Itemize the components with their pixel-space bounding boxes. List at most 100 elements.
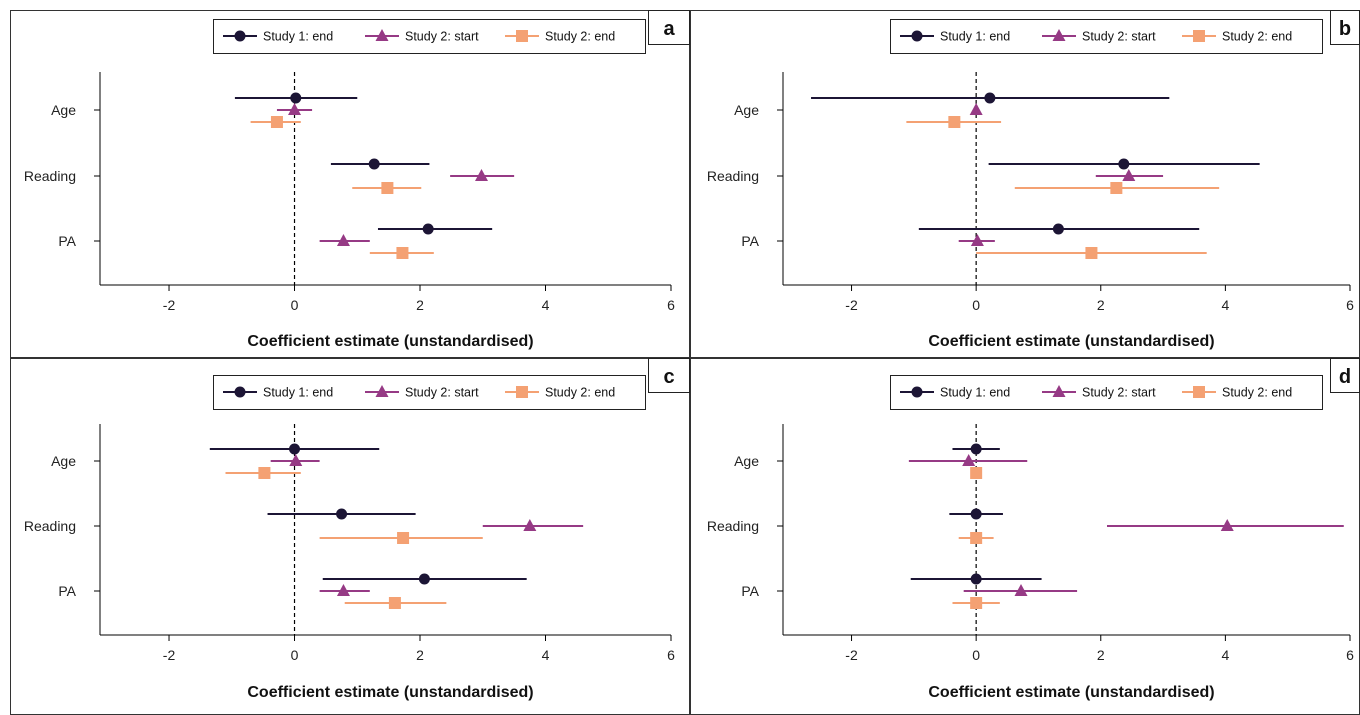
data-point-triangle <box>969 103 983 115</box>
series-study-2-start <box>276 103 515 246</box>
x-tick-label: 0 <box>291 647 299 663</box>
panel-a: -2 0 2 4 6 Age Reading PA Coefficient estimate (… <box>10 10 690 358</box>
series-study-1-end <box>234 92 493 235</box>
legend-entry: Study 1: end <box>223 386 333 400</box>
data-point-square <box>948 116 961 128</box>
panel-letter-box <box>1330 10 1360 45</box>
data-point-triangle <box>1014 584 1028 596</box>
category-label-age: Age <box>734 453 759 469</box>
data-point-square <box>396 247 409 259</box>
category-label-age: Age <box>51 102 76 118</box>
data-point-circle <box>970 443 982 455</box>
data-point-triangle <box>962 454 976 466</box>
x-tick-label: 4 <box>542 297 550 313</box>
series-study-2-end <box>250 116 434 259</box>
x-axis-label: Coefficient estimate (unstandardised) <box>928 333 1214 350</box>
category-label-reading: Reading <box>707 168 759 184</box>
data-point-circle <box>1052 223 1064 235</box>
x-tick-label: 4 <box>1221 647 1229 663</box>
legend-marker-circle <box>234 30 246 42</box>
data-point-circle <box>984 92 996 104</box>
category-label-reading: Reading <box>24 168 76 184</box>
data-point-square <box>397 532 410 544</box>
legend-box <box>213 375 646 410</box>
legend-label: Study 1: end <box>263 30 333 44</box>
panel-letter-box <box>648 10 690 45</box>
legend: Study 1: end Study 2: start Study 2: end <box>213 375 646 410</box>
category-label-age: Age <box>734 102 759 118</box>
panel-letter: d <box>1339 366 1351 388</box>
data-point-square <box>970 597 983 609</box>
category-label-reading: Reading <box>707 518 759 534</box>
data-point-triangle <box>970 234 984 246</box>
legend-entry: Study 1: end <box>900 30 1010 44</box>
data-point-square <box>270 116 283 128</box>
legend-entry: Study 2: start <box>1042 385 1156 400</box>
legend-marker-circle <box>911 386 923 398</box>
data-point-circle <box>970 508 982 520</box>
data-point-square <box>970 532 983 544</box>
legend-label: Study 2: start <box>405 386 479 400</box>
series-study-1-end <box>209 443 527 585</box>
series-study-2-start <box>908 454 1344 596</box>
category-label-pa: PA <box>741 583 759 599</box>
data-point-triangle <box>475 169 489 181</box>
data-point-circle <box>336 508 348 520</box>
legend: Study 1: end Study 2: start Study 2: end <box>890 19 1323 54</box>
category-label-age: Age <box>51 453 76 469</box>
legend-entry: Study 2: start <box>365 385 479 400</box>
legend-label: Study 2: end <box>1222 30 1292 44</box>
data-point-circle <box>289 443 301 455</box>
legend-marker-triangle <box>375 385 389 397</box>
legend: Study 1: end Study 2: start Study 2: end <box>890 375 1323 410</box>
x-axis-label: Coefficient estimate (unstandardised) <box>247 684 533 701</box>
x-axis-label: Coefficient estimate (unstandardised) <box>247 333 533 350</box>
data-point-triangle <box>1122 169 1136 181</box>
x-tick-label: -2 <box>163 647 176 663</box>
data-point-square <box>381 182 394 194</box>
series-study-1-end <box>910 443 1042 585</box>
series-study-1-end <box>811 92 1260 235</box>
data-point-square <box>1110 182 1123 194</box>
legend-marker-triangle <box>1052 29 1066 41</box>
data-point-triangle <box>288 103 302 115</box>
series-study-2-end <box>952 467 1000 609</box>
legend-entry: Study 2: start <box>365 29 479 44</box>
panel-letter-box <box>648 358 690 393</box>
legend-box <box>890 19 1323 54</box>
legend-marker-square <box>516 30 528 42</box>
x-tick-label: 2 <box>416 297 424 313</box>
data-point-circle <box>1118 158 1130 170</box>
legend-label: Study 2: end <box>545 386 615 400</box>
panel-border <box>690 10 1360 358</box>
x-tick-label: 2 <box>1097 297 1105 313</box>
legend-label: Study 2: start <box>1082 30 1156 44</box>
legend-marker-triangle <box>1052 385 1066 397</box>
x-tick-label: 6 <box>1346 647 1354 663</box>
panel-letter: c <box>663 366 674 388</box>
panel-border <box>690 358 1360 715</box>
x-tick-label: 6 <box>667 647 675 663</box>
x-tick-label: -2 <box>845 647 858 663</box>
series-study-2-start <box>958 103 1164 246</box>
legend-label: Study 1: end <box>263 386 333 400</box>
series-study-2-end <box>906 116 1220 259</box>
series-study-2-end <box>225 467 483 609</box>
legend: Study 1: end Study 2: start Study 2: end <box>213 19 646 54</box>
x-tick-label: 6 <box>1346 297 1354 313</box>
legend-entry: Study 2: end <box>1182 30 1292 44</box>
category-label-pa: PA <box>58 233 76 249</box>
data-point-square <box>1085 247 1098 259</box>
legend-label: Study 1: end <box>940 30 1010 44</box>
panel-letter: b <box>1339 18 1351 40</box>
legend-label: Study 2: start <box>1082 386 1156 400</box>
data-point-circle <box>418 573 430 585</box>
data-point-square <box>388 597 401 609</box>
legend-entry: Study 2: end <box>505 386 615 400</box>
x-tick-label: 2 <box>1097 647 1105 663</box>
data-point-circle <box>422 223 434 235</box>
legend-entry: Study 1: end <box>223 30 333 44</box>
data-point-triangle <box>523 519 537 531</box>
data-point-circle <box>368 158 380 170</box>
